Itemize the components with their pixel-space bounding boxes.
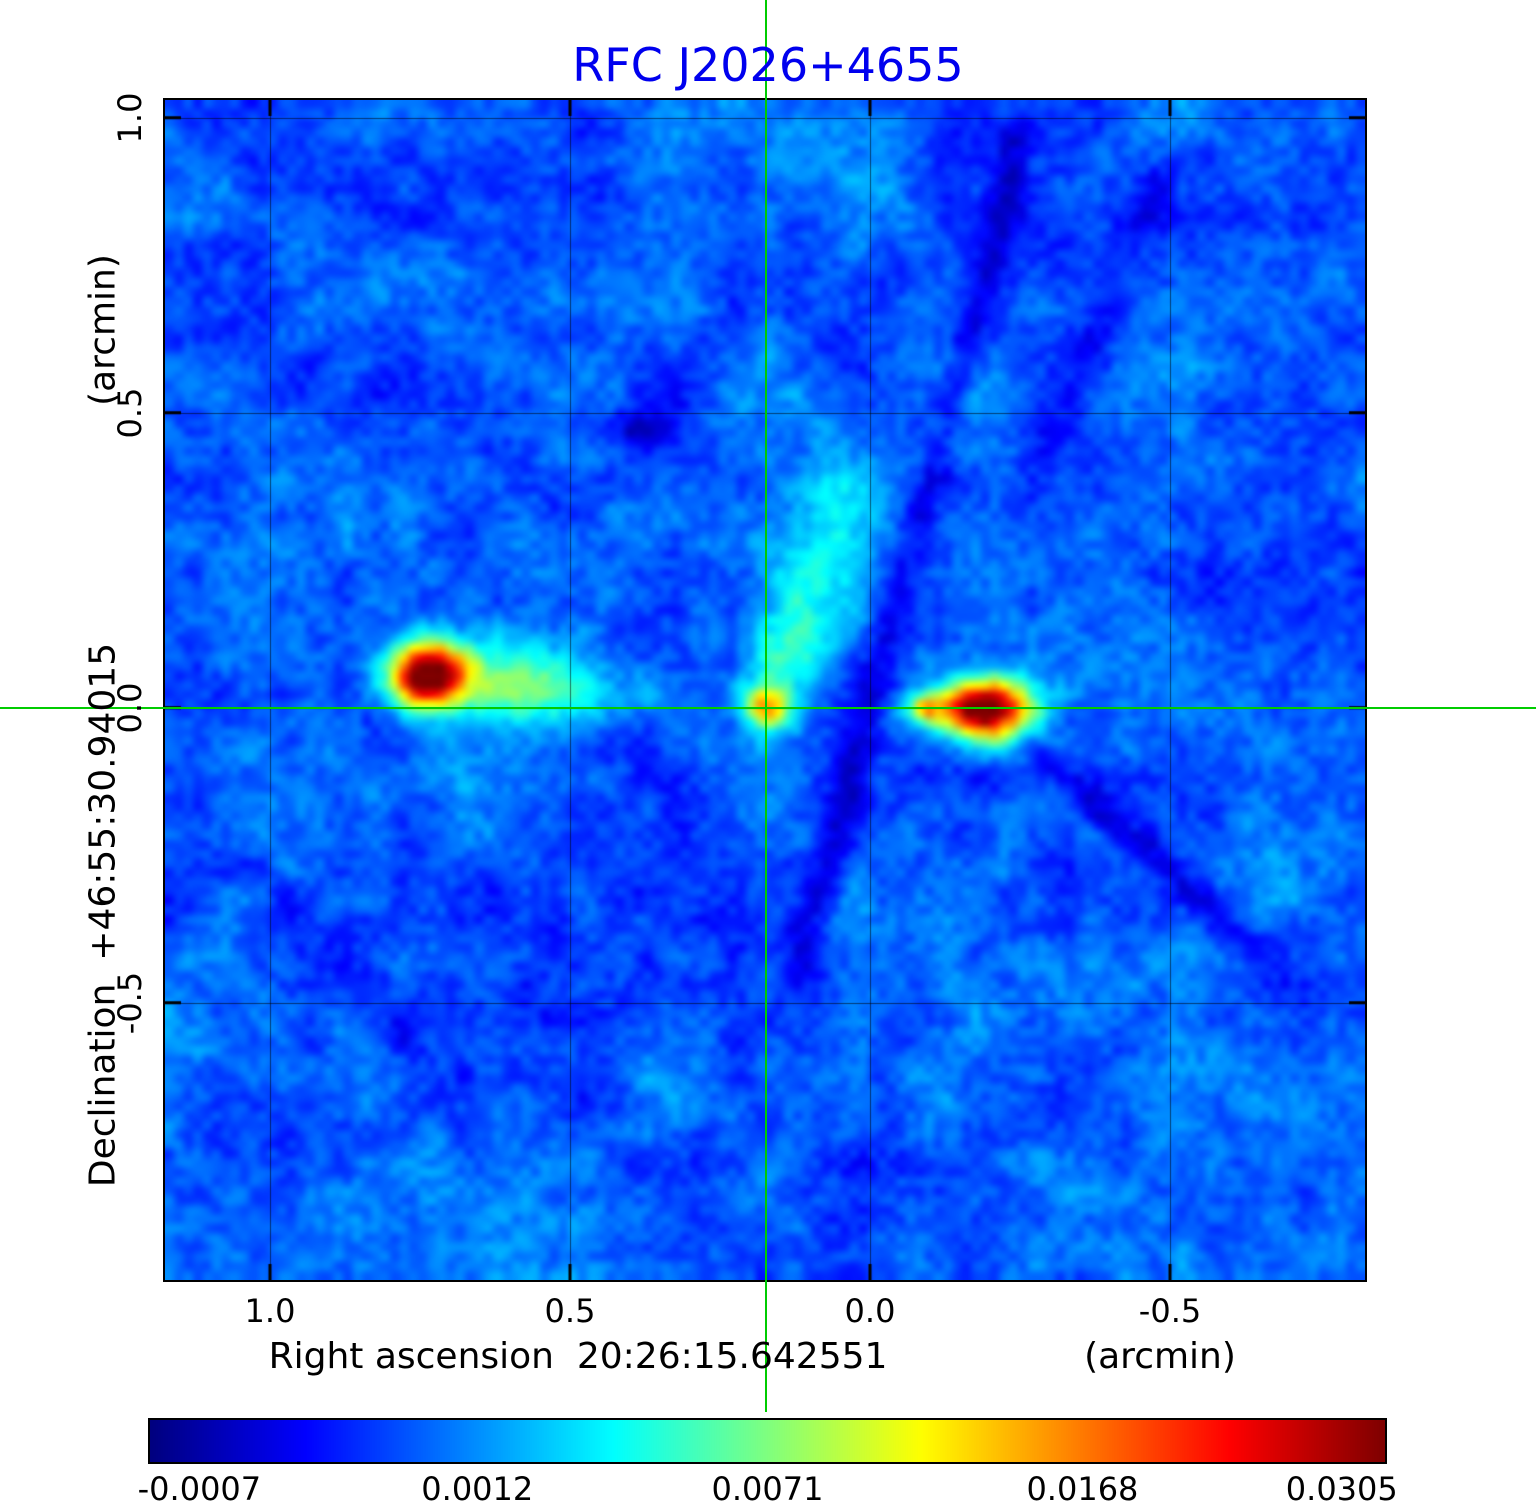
- plot-border: [163, 98, 1367, 1282]
- colorbar-tick-label: 0.0012: [421, 1470, 534, 1508]
- colorbar-tick-label: 0.0305: [1285, 1470, 1398, 1508]
- crosshair-vertical-line: [765, 0, 768, 1412]
- colorbar-tick-label: -0.0007: [137, 1470, 262, 1508]
- y-axis-unit-label: (arcmin): [82, 254, 124, 406]
- colorbar-tick-label: 0.0168: [1026, 1470, 1139, 1508]
- y-axis-label: Declination +46:55:30.94015: [82, 642, 124, 1188]
- x-tick-label: 0.0: [844, 1292, 896, 1330]
- colorbar-canvas: [150, 1420, 1385, 1462]
- x-tick-label: 0.5: [544, 1292, 596, 1330]
- heatmap-canvas: [165, 100, 1365, 1280]
- x-axis-label: Right ascension 20:26:15.642551: [268, 1336, 888, 1377]
- x-axis-unit-label: (arcmin): [1084, 1336, 1236, 1377]
- colorbar-border: [148, 1418, 1387, 1464]
- y-tick-label: 1.0: [111, 92, 149, 144]
- crosshair-horizontal-line: [0, 706, 1536, 709]
- plot-title: RFC J2026+4655: [572, 38, 964, 92]
- x-tick-label: -0.5: [1138, 1292, 1202, 1330]
- x-tick-label: 1.0: [244, 1292, 296, 1330]
- colorbar-tick-label: 0.0071: [711, 1470, 824, 1508]
